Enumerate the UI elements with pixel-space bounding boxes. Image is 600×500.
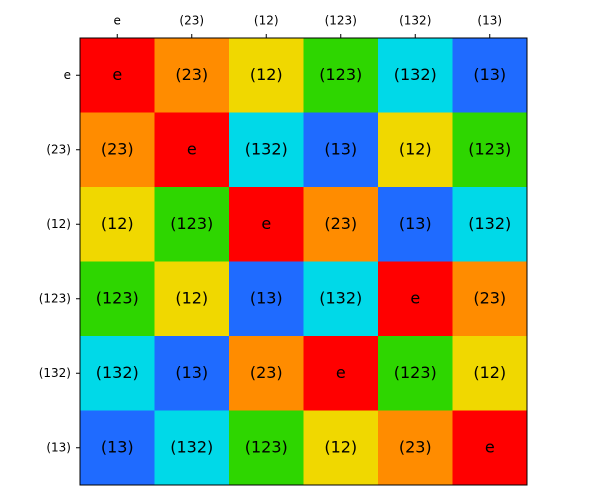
cell-label: (123)	[468, 139, 511, 158]
cell-label: (12)	[324, 437, 357, 456]
row-label: (23)	[46, 142, 71, 156]
cell-label: (23)	[399, 437, 432, 456]
cell	[303, 38, 379, 113]
cell-label: (132)	[468, 214, 511, 233]
cell-label: (132)	[96, 363, 139, 382]
column-label: (12)	[254, 14, 279, 28]
cell-label: (12)	[399, 139, 432, 158]
row-label: e	[64, 68, 71, 82]
cell	[229, 410, 304, 486]
cell-label: e	[112, 65, 122, 84]
cell	[229, 187, 304, 262]
cell-label: (123)	[245, 437, 288, 456]
cell	[303, 187, 379, 262]
cell-label: (12)	[473, 363, 506, 382]
cell-label: (23)	[101, 139, 134, 158]
cell-label: (13)	[101, 437, 134, 456]
cell	[452, 336, 528, 411]
cell-label: (12)	[250, 65, 283, 84]
cell	[80, 38, 155, 113]
cell	[229, 38, 304, 113]
cell	[378, 187, 453, 262]
cell	[378, 38, 453, 113]
row-label: (13)	[46, 440, 71, 454]
cell-label: (12)	[101, 214, 134, 233]
cell-label: (13)	[250, 288, 283, 307]
cell	[229, 261, 304, 337]
cell-label: (13)	[399, 214, 432, 233]
cell	[378, 410, 453, 486]
cell	[80, 187, 155, 262]
cell	[378, 112, 453, 188]
cell	[154, 187, 230, 262]
cell	[378, 336, 453, 411]
cell-label: e	[336, 363, 346, 382]
frame	[79, 37, 528, 486]
cell-label: e	[410, 288, 420, 307]
cell-label: (132)	[245, 139, 288, 158]
cell-label: (123)	[96, 288, 139, 307]
cell-label: e	[485, 437, 495, 456]
cell	[452, 38, 528, 113]
cell	[80, 261, 155, 337]
cell	[452, 410, 528, 486]
cell-label: (23)	[175, 65, 208, 84]
cell-label: (13)	[175, 363, 208, 382]
cell	[303, 410, 379, 486]
cell	[452, 112, 528, 188]
cell	[154, 112, 230, 188]
cell-label: (23)	[324, 214, 357, 233]
cell-label: (123)	[394, 363, 437, 382]
cell	[229, 112, 304, 188]
cell-label: e	[261, 214, 271, 233]
cell	[154, 38, 230, 113]
cell-label: (132)	[319, 288, 362, 307]
cell	[154, 336, 230, 411]
cell-label: (13)	[324, 139, 357, 158]
cells: e (23) (12) (123) (132) (13) (23) e (132) (13) (12…	[80, 38, 528, 486]
column-label: e	[114, 14, 121, 28]
cell-label: (132)	[394, 65, 437, 84]
cell	[80, 112, 155, 188]
cell	[303, 261, 379, 337]
cell	[452, 261, 528, 337]
column-label: (23)	[179, 14, 204, 28]
cell-label: (132)	[170, 437, 213, 456]
column-label: (132)	[399, 14, 431, 28]
column-label: (13)	[477, 14, 502, 28]
cell	[303, 336, 379, 411]
cell-label: (12)	[175, 288, 208, 307]
cell-label: (23)	[250, 363, 283, 382]
cell	[303, 112, 379, 188]
cell	[229, 336, 304, 411]
row-label: (12)	[46, 217, 71, 231]
column-label: (123)	[325, 14, 357, 28]
cell-label: (23)	[473, 288, 506, 307]
cell-label: (13)	[473, 65, 506, 84]
cell	[378, 261, 453, 337]
cell-label: (123)	[170, 214, 213, 233]
cell	[154, 261, 230, 337]
cell-label: (123)	[319, 65, 362, 84]
row-label: (123)	[39, 291, 71, 305]
cell	[154, 410, 230, 486]
cell	[80, 336, 155, 411]
row-label: (132)	[39, 366, 71, 380]
cell-label: e	[187, 139, 197, 158]
cell	[80, 410, 155, 486]
cell	[452, 187, 528, 262]
